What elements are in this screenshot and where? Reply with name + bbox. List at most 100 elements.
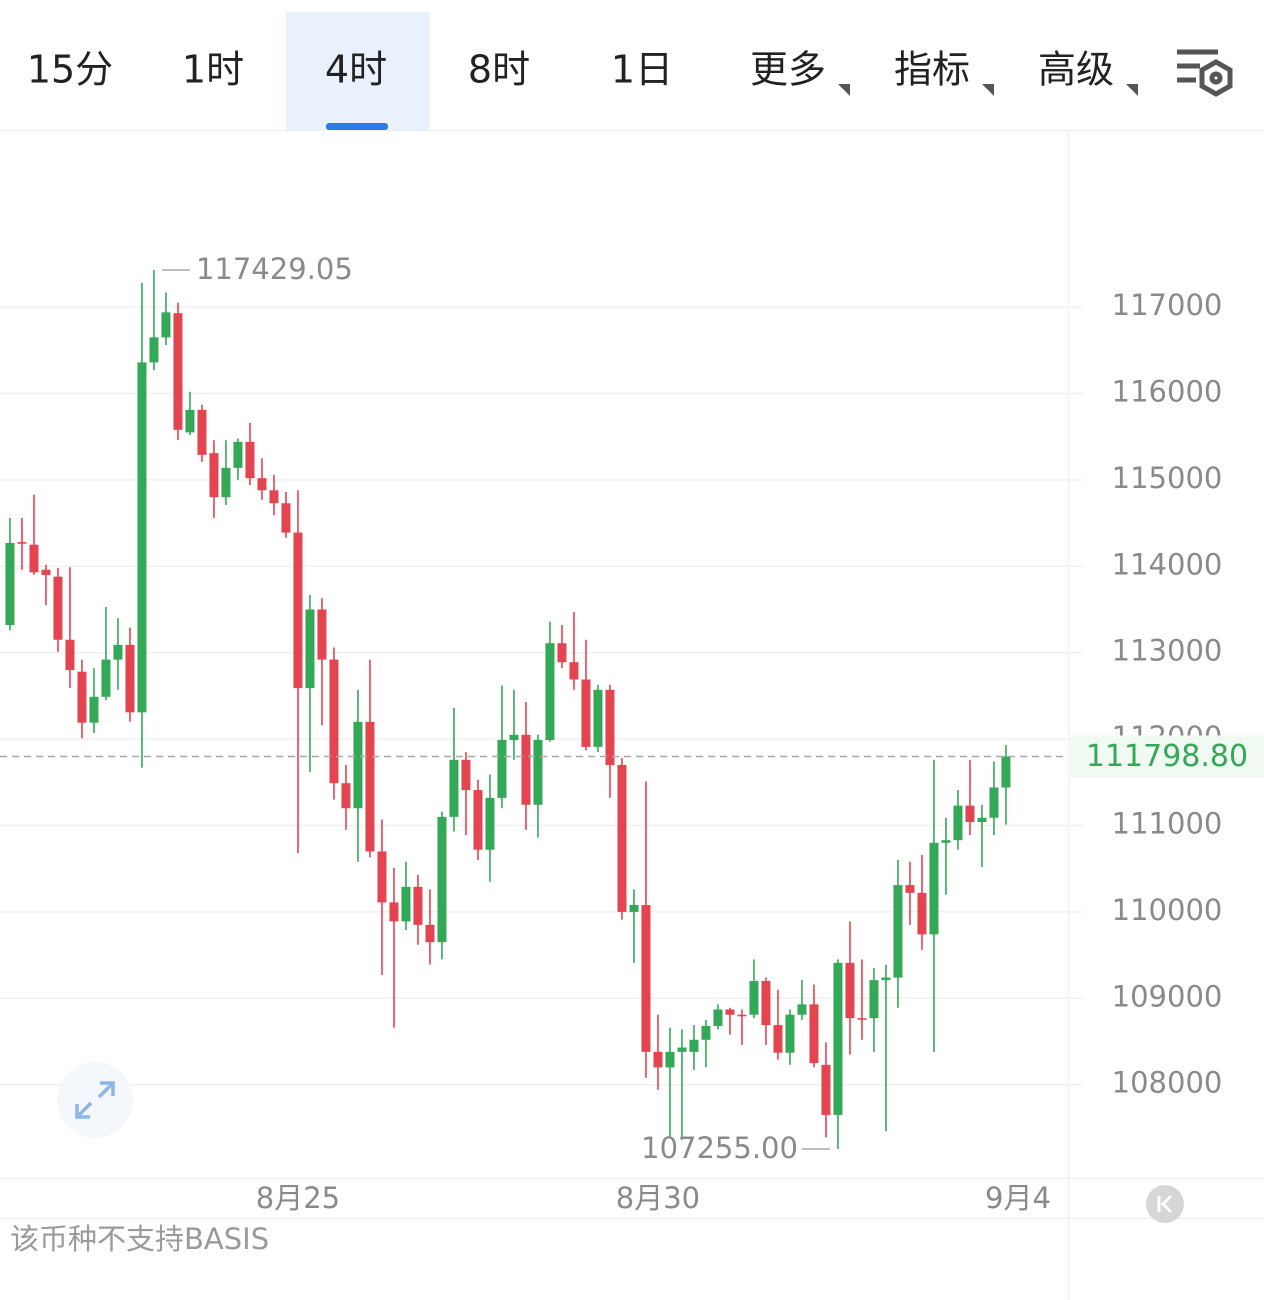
candle-body	[581, 679, 591, 747]
expand-icon	[75, 1081, 115, 1119]
menu-dropdown[interactable]: 指标	[894, 48, 970, 92]
footer-note: 该币种不支持BASIS	[10, 1222, 269, 1256]
settings-icon[interactable]	[1177, 49, 1233, 97]
timeframe-tab[interactable]: 1时	[182, 48, 244, 92]
candle-body	[305, 609, 315, 689]
candle-body	[257, 478, 267, 491]
candle-body	[665, 1051, 675, 1068]
candle-body	[473, 790, 483, 850]
y-tick-label: 116000	[1112, 375, 1223, 409]
candle-body	[353, 721, 363, 809]
candle-body	[437, 816, 447, 943]
last-price-label: 111798.80	[1086, 739, 1248, 774]
candle-body	[533, 739, 543, 805]
y-tick-label: 108000	[1112, 1066, 1223, 1100]
candle-body	[89, 696, 99, 723]
menu-dropdown[interactable]: 更多	[750, 48, 826, 92]
candle-body	[221, 467, 231, 498]
candle-body	[893, 885, 903, 978]
candle-body	[317, 609, 327, 660]
candle-body	[281, 503, 291, 533]
candle-body	[377, 851, 387, 903]
candle-body	[161, 312, 171, 338]
dropdown-arrow	[1126, 84, 1138, 96]
candle-body	[881, 977, 891, 981]
x-tick-label: 8月30	[616, 1181, 700, 1215]
candle-body	[77, 671, 87, 723]
candle-body	[269, 490, 279, 504]
candle-body	[173, 313, 183, 430]
plot	[0, 269, 1082, 1150]
candle-body	[977, 817, 987, 823]
candle-body	[113, 644, 123, 660]
y-tick-label: 117000	[1112, 288, 1223, 322]
candle-body	[149, 337, 159, 363]
candle-body	[365, 721, 375, 852]
candle-body	[725, 1009, 735, 1015]
candle-body	[605, 689, 615, 766]
active-tab-indicator	[326, 123, 388, 130]
candle-body	[965, 805, 975, 823]
candle-body	[689, 1039, 699, 1052]
candle-body	[833, 962, 843, 1115]
candle-body	[293, 532, 303, 689]
active-tab-bg	[286, 12, 429, 130]
candle-body	[701, 1025, 711, 1040]
candle-body	[821, 1064, 831, 1115]
candle-body	[509, 734, 519, 740]
candle-body	[797, 1004, 807, 1015]
candle-body	[5, 542, 15, 626]
candle-body	[17, 542, 27, 544]
high-label: 117429.05	[196, 252, 353, 286]
last-price-box	[1070, 735, 1264, 778]
candle-body	[713, 1009, 723, 1026]
candle-body	[29, 544, 39, 573]
expand-button[interactable]	[57, 1062, 133, 1138]
candle-body	[905, 885, 915, 893]
dropdown-arrow	[982, 84, 994, 96]
candle-body	[125, 644, 135, 713]
candle-body	[773, 1025, 783, 1053]
candle-body	[869, 980, 879, 1019]
candle-body	[401, 886, 411, 922]
candle-body	[245, 441, 255, 479]
menu-dropdown[interactable]: 高级	[1038, 48, 1114, 92]
candle-body	[629, 904, 639, 912]
candle-body	[653, 1051, 663, 1068]
scroll-latest-icon	[1157, 1194, 1173, 1214]
low-label: 107255.00	[641, 1131, 798, 1165]
candle-body	[1001, 756, 1011, 788]
candle-body	[389, 902, 399, 922]
timeframe-tab[interactable]: 15分	[27, 48, 113, 92]
candle-body	[737, 1014, 747, 1017]
dropdown-arrow	[838, 84, 850, 96]
candle-body	[641, 904, 651, 1052]
candle-body	[101, 659, 111, 697]
candle-body	[989, 787, 999, 818]
x-tick-label: 8月25	[256, 1181, 340, 1215]
candle-body	[785, 1014, 795, 1053]
y-tick-label: 109000	[1112, 979, 1223, 1013]
candle-body	[593, 689, 603, 747]
candle-body	[185, 409, 195, 433]
candle-body	[233, 441, 243, 468]
candle-body	[65, 639, 75, 670]
candle-body	[41, 569, 51, 575]
candle-body	[677, 1047, 687, 1052]
timeframe-tab[interactable]: 4时	[325, 48, 387, 92]
candle-body	[497, 739, 507, 798]
candle-body	[413, 886, 423, 925]
timeframe-tab[interactable]: 8时	[468, 48, 530, 92]
candle-body	[461, 759, 471, 791]
candle-body	[617, 765, 627, 912]
y-tick-label: 110000	[1112, 893, 1223, 927]
candle-body	[845, 962, 855, 1019]
candle-body	[137, 362, 147, 713]
candle-body	[545, 643, 555, 740]
candle-body	[857, 1018, 867, 1020]
candle-body	[329, 659, 339, 784]
candle-body	[749, 981, 759, 1015]
candle-body	[761, 981, 771, 1026]
candle-body	[953, 805, 963, 841]
timeframe-tab[interactable]: 1日	[611, 48, 673, 92]
